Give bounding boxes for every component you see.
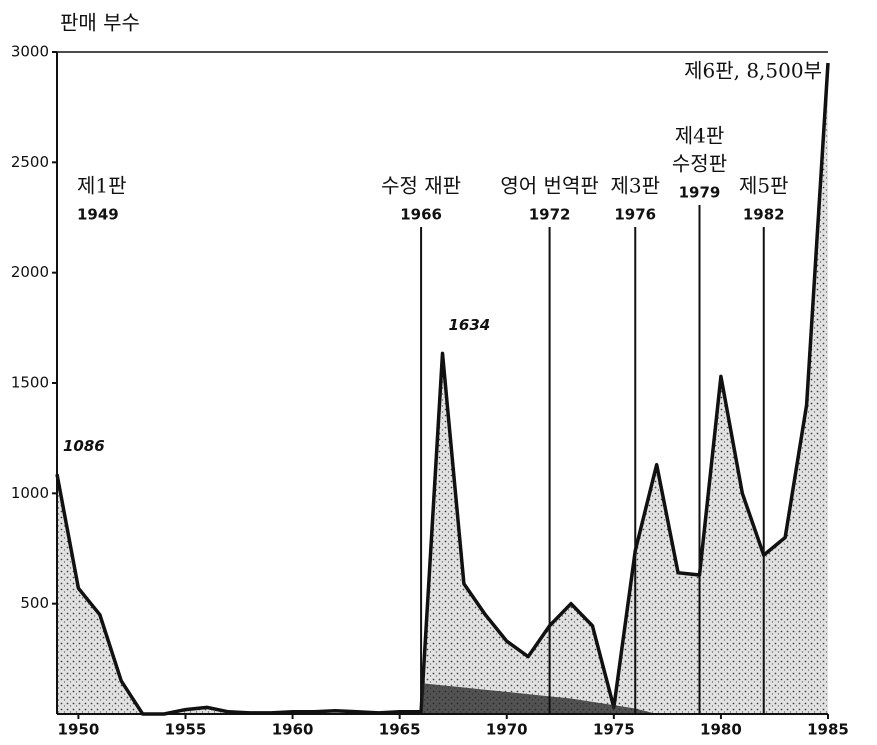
y-tick-label: 1000 bbox=[11, 484, 49, 502]
annotation-label: 제5판 bbox=[739, 174, 789, 198]
x-tick-label: 1950 bbox=[58, 721, 100, 739]
value-label: 1634 bbox=[449, 316, 491, 334]
annotation-label: 수정 재판 bbox=[381, 174, 461, 198]
y-tick-label: 3000 bbox=[11, 43, 49, 61]
y-tick-label: 1500 bbox=[11, 374, 49, 392]
x-tick-label: 1970 bbox=[486, 721, 528, 739]
y-tick-label: 500 bbox=[20, 594, 49, 612]
note: 제6판, 8,500부 bbox=[684, 59, 822, 83]
area-band bbox=[421, 683, 657, 714]
annotation-label: 수정판 bbox=[672, 152, 727, 176]
annotation-year: 1979 bbox=[679, 184, 721, 202]
x-tick-label: 1965 bbox=[379, 721, 421, 739]
value-label: 1086 bbox=[63, 437, 105, 455]
y-tick-label: 2500 bbox=[11, 153, 49, 171]
x-tick-label: 1960 bbox=[272, 721, 314, 739]
y-tick-label: 2000 bbox=[11, 263, 49, 281]
annotation-label: 제3판 bbox=[610, 174, 660, 198]
annotation-year: 1949 bbox=[77, 206, 119, 224]
annotation-year: 1976 bbox=[614, 206, 656, 224]
annotation-year: 1982 bbox=[743, 206, 785, 224]
annotation-label: 영어 번역판 bbox=[500, 174, 598, 198]
x-tick-label: 1955 bbox=[165, 721, 207, 739]
x-tick-label: 1980 bbox=[700, 721, 742, 739]
y-axis-label: 판매 부수 bbox=[60, 11, 140, 35]
annotation-label: 제4판 bbox=[675, 124, 725, 148]
x-tick-label: 1985 bbox=[807, 721, 849, 739]
annotation-year: 1966 bbox=[400, 206, 442, 224]
annotation-year: 1972 bbox=[529, 206, 571, 224]
x-tick-label: 1975 bbox=[593, 721, 635, 739]
annotation-label: 제1판 bbox=[77, 174, 127, 198]
